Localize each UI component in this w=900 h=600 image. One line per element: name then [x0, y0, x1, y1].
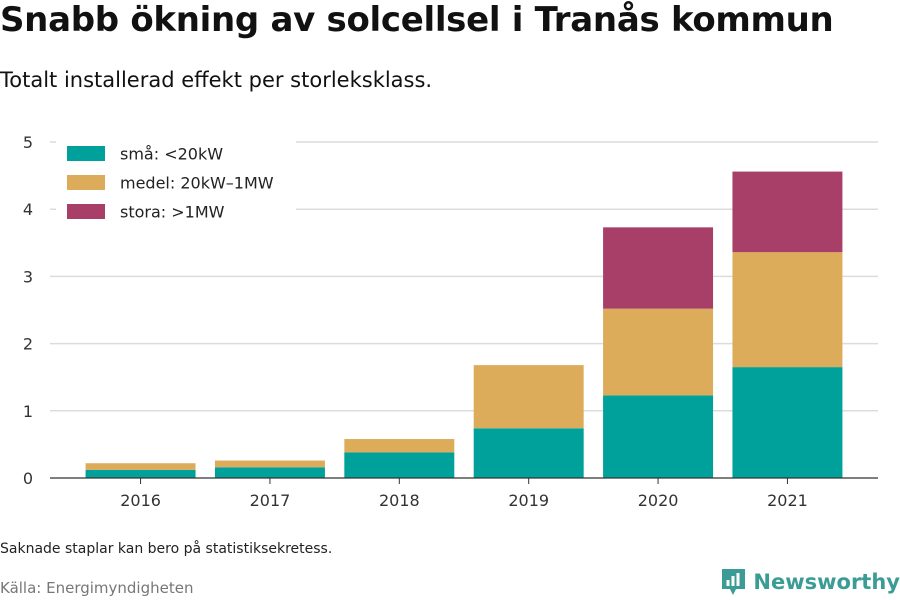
newsworthy-brand: Newsworthy — [720, 567, 900, 597]
legend-label: stora: >1MW — [120, 203, 225, 222]
x-tick-label: 2020 — [638, 491, 679, 510]
legend-label: små: <20kW — [120, 145, 223, 164]
y-tick-label: 3 — [23, 267, 33, 286]
brand-name: Newsworthy — [753, 570, 900, 594]
bar-segment-2017-series-1 — [214, 467, 325, 478]
x-tick-label: 2017 — [250, 491, 291, 510]
legend-swatch — [67, 204, 105, 219]
footnote: Saknade staplar kan bero på statistiksek… — [0, 541, 333, 557]
bar-segment-2021-series-2 — [732, 252, 843, 368]
x-tick-label: 2016 — [120, 491, 161, 510]
bar-segment-2020-series-2 — [603, 308, 714, 396]
bar-segment-2020-series-1 — [603, 395, 714, 478]
y-tick-label: 1 — [23, 402, 33, 421]
legend-swatch — [67, 175, 105, 190]
bar-segment-2017-series-2 — [214, 460, 325, 468]
bar-segment-2019-series-2 — [473, 365, 584, 429]
x-tick-label: 2021 — [767, 491, 808, 510]
bar-segment-2018-series-2 — [344, 439, 455, 453]
bar-segment-2016-series-1 — [85, 469, 196, 478]
chart-title: Snabb ökning av solcellsel i Tranås komm… — [0, 0, 834, 40]
bar-segment-2016-series-2 — [85, 463, 196, 470]
y-tick-label: 0 — [23, 469, 33, 488]
source-text: Källa: Energimyndigheten — [0, 579, 194, 597]
y-tick-label: 4 — [23, 200, 33, 219]
y-tick-label: 2 — [23, 335, 33, 354]
bar-segment-2019-series-1 — [473, 428, 584, 478]
y-tick-label: 5 — [23, 133, 33, 152]
legend-swatch — [67, 146, 105, 161]
bar-segment-2021-series-3 — [732, 171, 843, 253]
x-tick-label: 2019 — [508, 491, 549, 510]
legend-label: medel: 20kW–1MW — [120, 174, 274, 193]
bar-segment-2020-series-3 — [603, 227, 714, 309]
chart-subtitle: Totalt installerad effekt per storlekskl… — [0, 68, 433, 92]
stacked-bar-chart: 0 1 2 3 4 5 2016 2017 2018 2019 2020 2021 små: <20k… — [23, 133, 878, 510]
newsworthy-logo-icon — [722, 569, 746, 595]
x-tick-label: 2018 — [379, 491, 420, 510]
bar-segment-2018-series-1 — [344, 452, 455, 478]
bar-segment-2021-series-1 — [732, 367, 843, 478]
